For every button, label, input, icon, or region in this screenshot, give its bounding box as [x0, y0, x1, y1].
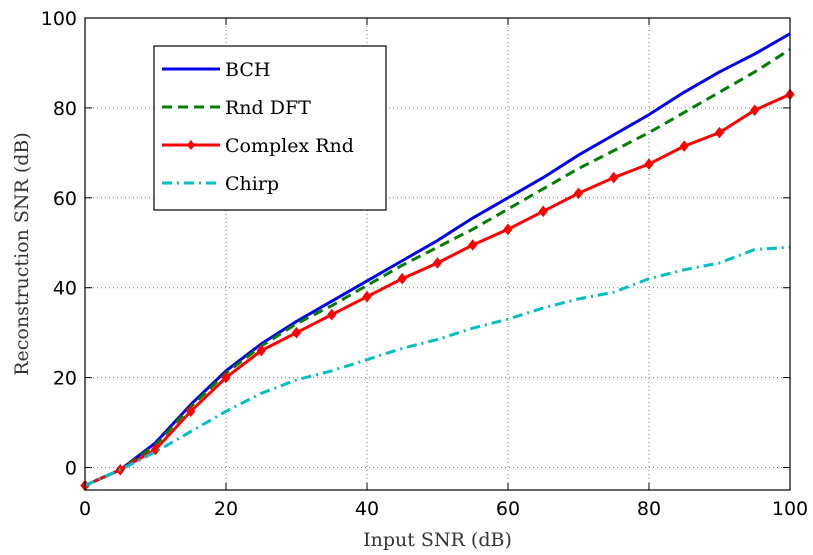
series-line-rnd-dft [84, 48, 791, 487]
legend-label: Rnd DFT [225, 97, 311, 119]
x-tick-label: 100 [772, 498, 808, 520]
data-point-marker [503, 223, 513, 236]
legend-label: Chirp [225, 173, 279, 195]
data-point-marker [573, 187, 584, 200]
axis-ticks [84, 17, 791, 490]
data-point-marker [397, 272, 407, 285]
data-point-marker [644, 158, 654, 170]
data-point-marker [750, 104, 760, 116]
y-tick-label: 20 [53, 368, 77, 390]
x-tick-label: 0 [79, 498, 91, 520]
data-point-marker [679, 140, 689, 152]
series-lines [80, 32, 795, 492]
y-tick-label: 60 [53, 188, 77, 210]
legend-marker [187, 140, 195, 150]
data-point-marker [221, 371, 231, 384]
data-point-marker [432, 257, 443, 269]
y-tick-label: 80 [53, 98, 77, 120]
y-tick-label: 0 [65, 458, 77, 480]
data-point-marker [468, 239, 478, 251]
data-point-marker [362, 290, 372, 303]
data-point-marker [291, 326, 302, 339]
series-line-bch [84, 32, 791, 487]
x-tick-label: 60 [496, 498, 520, 520]
legend-label: Complex Rnd [225, 135, 354, 157]
y-tick-label: 100 [41, 8, 77, 30]
x-axis-label: Input SNR (dB) [363, 529, 512, 551]
y-axis-label: Reconstruction SNR (dB) [11, 132, 33, 376]
y-tick-label: 40 [53, 278, 77, 300]
data-point-marker [538, 205, 548, 218]
x-tick-label: 40 [355, 498, 379, 520]
legend-label: BCH [225, 59, 270, 81]
series-line-chirp [84, 245, 791, 487]
data-point-marker [256, 344, 266, 357]
data-point-marker [714, 126, 725, 139]
data-point-marker [609, 171, 619, 184]
data-point-marker [186, 405, 196, 418]
plot-area-frame [84, 17, 791, 491]
tick-labels: 0 20 40 60 80 100 0 20 40 60 80 100 [41, 8, 808, 520]
data-point-marker [150, 443, 161, 456]
legend: BCH Rnd DFT Complex Rnd Chirp [153, 45, 387, 211]
data-point-marker [327, 308, 337, 321]
x-tick-label: 20 [214, 498, 238, 520]
x-tick-label: 80 [637, 498, 661, 520]
